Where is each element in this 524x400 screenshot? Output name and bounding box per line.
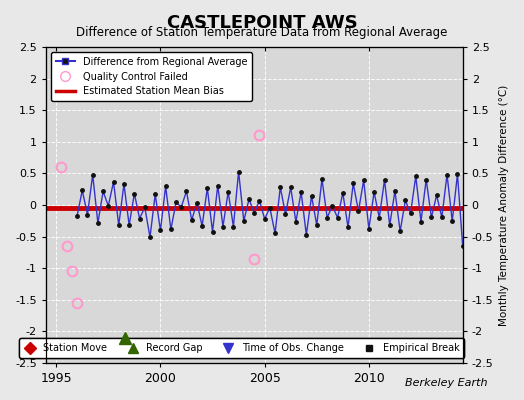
Legend: Station Move, Record Gap, Time of Obs. Change, Empirical Break: Station Move, Record Gap, Time of Obs. C… bbox=[19, 338, 464, 358]
Text: CASTLEPOINT AWS: CASTLEPOINT AWS bbox=[167, 14, 357, 32]
Text: Difference of Station Temperature Data from Regional Average: Difference of Station Temperature Data f… bbox=[77, 26, 447, 39]
Y-axis label: Monthly Temperature Anomaly Difference (°C): Monthly Temperature Anomaly Difference (… bbox=[499, 84, 509, 326]
Text: Berkeley Earth: Berkeley Earth bbox=[405, 378, 487, 388]
